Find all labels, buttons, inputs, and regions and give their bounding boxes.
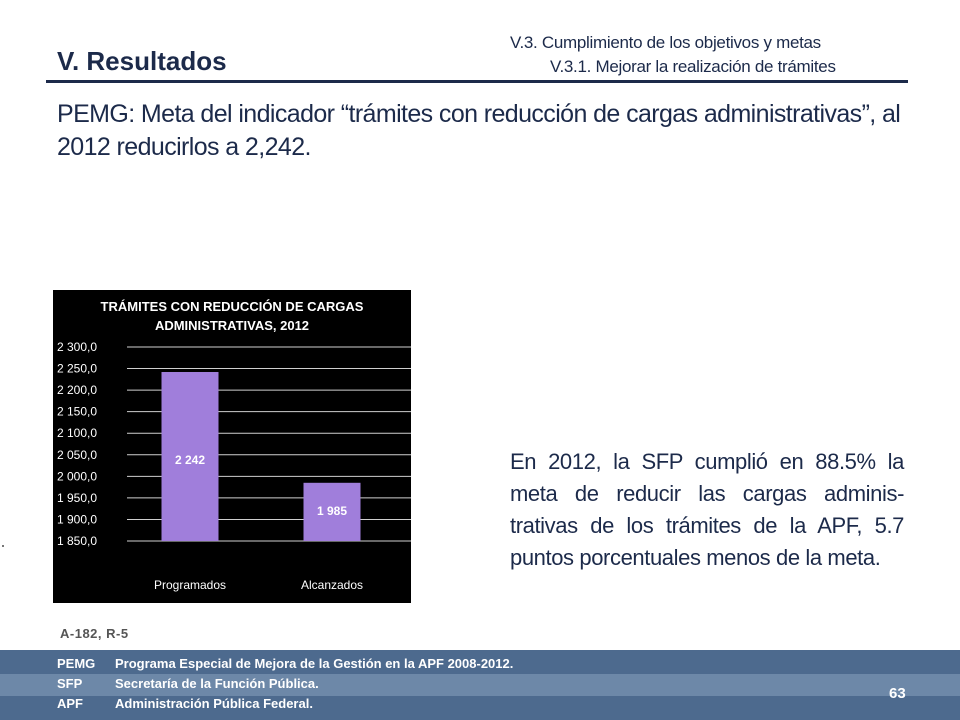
chart-canvas: TRÁMITES CON REDUCCIÓN DE CARGAS ADMINIST… (57, 299, 411, 592)
glossary-abbr: APF (57, 696, 83, 711)
glossary-abbr: PEMG (57, 656, 96, 671)
breadcrumb-level-1: V.3. Cumplimiento de los objetivos y met… (510, 33, 821, 52)
indicator-headline: PEMG: Meta del indicador “trámites con r… (57, 100, 901, 161)
breadcrumb-level-2: V.3.1. Mejorar la realización de trámite… (550, 57, 836, 76)
y-tick-label: 2 000,0 (57, 469, 97, 483)
y-tick-label: 2 050,0 (57, 448, 97, 462)
glossary-item-sfp: SFP Secretaría de la Función Pública. (57, 676, 319, 691)
glossary-text: Secretaría de la Función Pública. (115, 676, 319, 691)
y-tick-label: 1 900,0 (57, 512, 97, 526)
glossary-text: Administración Pública Federal. (115, 696, 313, 711)
stray-mark (2, 545, 4, 547)
data-label: 1 985 (317, 504, 347, 518)
glossary-item-pemg: PEMG Programa Especial de Mejora de la Ge… (57, 656, 513, 671)
y-tick-label: 1 950,0 (57, 491, 97, 505)
y-tick-label: 1 850,0 (57, 534, 97, 548)
results-paragraph: En 2012, la SFP cumplió en 88.5% la meta… (510, 449, 904, 570)
y-tick-label: 2 150,0 (57, 405, 97, 419)
section-title: V. Resultados (57, 46, 227, 76)
x-category-label: Alcanzados (301, 578, 363, 592)
chart-title-line: TRÁMITES CON REDUCCIÓN DE CARGAS (101, 299, 364, 314)
y-tick-label: 2 100,0 (57, 426, 97, 440)
header-divider (46, 80, 908, 83)
x-category-label: Programados (154, 578, 226, 592)
footer-band (0, 674, 960, 696)
y-tick-label: 2 300,0 (57, 340, 97, 354)
bar-alcanzados (303, 482, 361, 541)
source-reference: A-182, R-5 (60, 626, 129, 641)
page-number: 63 (889, 685, 906, 702)
y-tick-label: 2 200,0 (57, 383, 97, 397)
data-label: 2 242 (175, 453, 205, 467)
y-tick-label: 2 250,0 (57, 362, 97, 376)
bar-programados (161, 372, 219, 541)
bar-chart: TRÁMITES CON REDUCCIÓN DE CARGAS ADMINIST… (53, 290, 411, 603)
chart-title-line: ADMINISTRATIVAS, 2012 (155, 318, 309, 333)
glossary-abbr: SFP (57, 676, 83, 691)
glossary-item-apf: APF Administración Pública Federal. (57, 696, 313, 711)
glossary-text: Programa Especial de Mejora de la Gestió… (115, 656, 514, 671)
footer-glossary: PEMG Programa Especial de Mejora de la Ge… (0, 650, 960, 720)
